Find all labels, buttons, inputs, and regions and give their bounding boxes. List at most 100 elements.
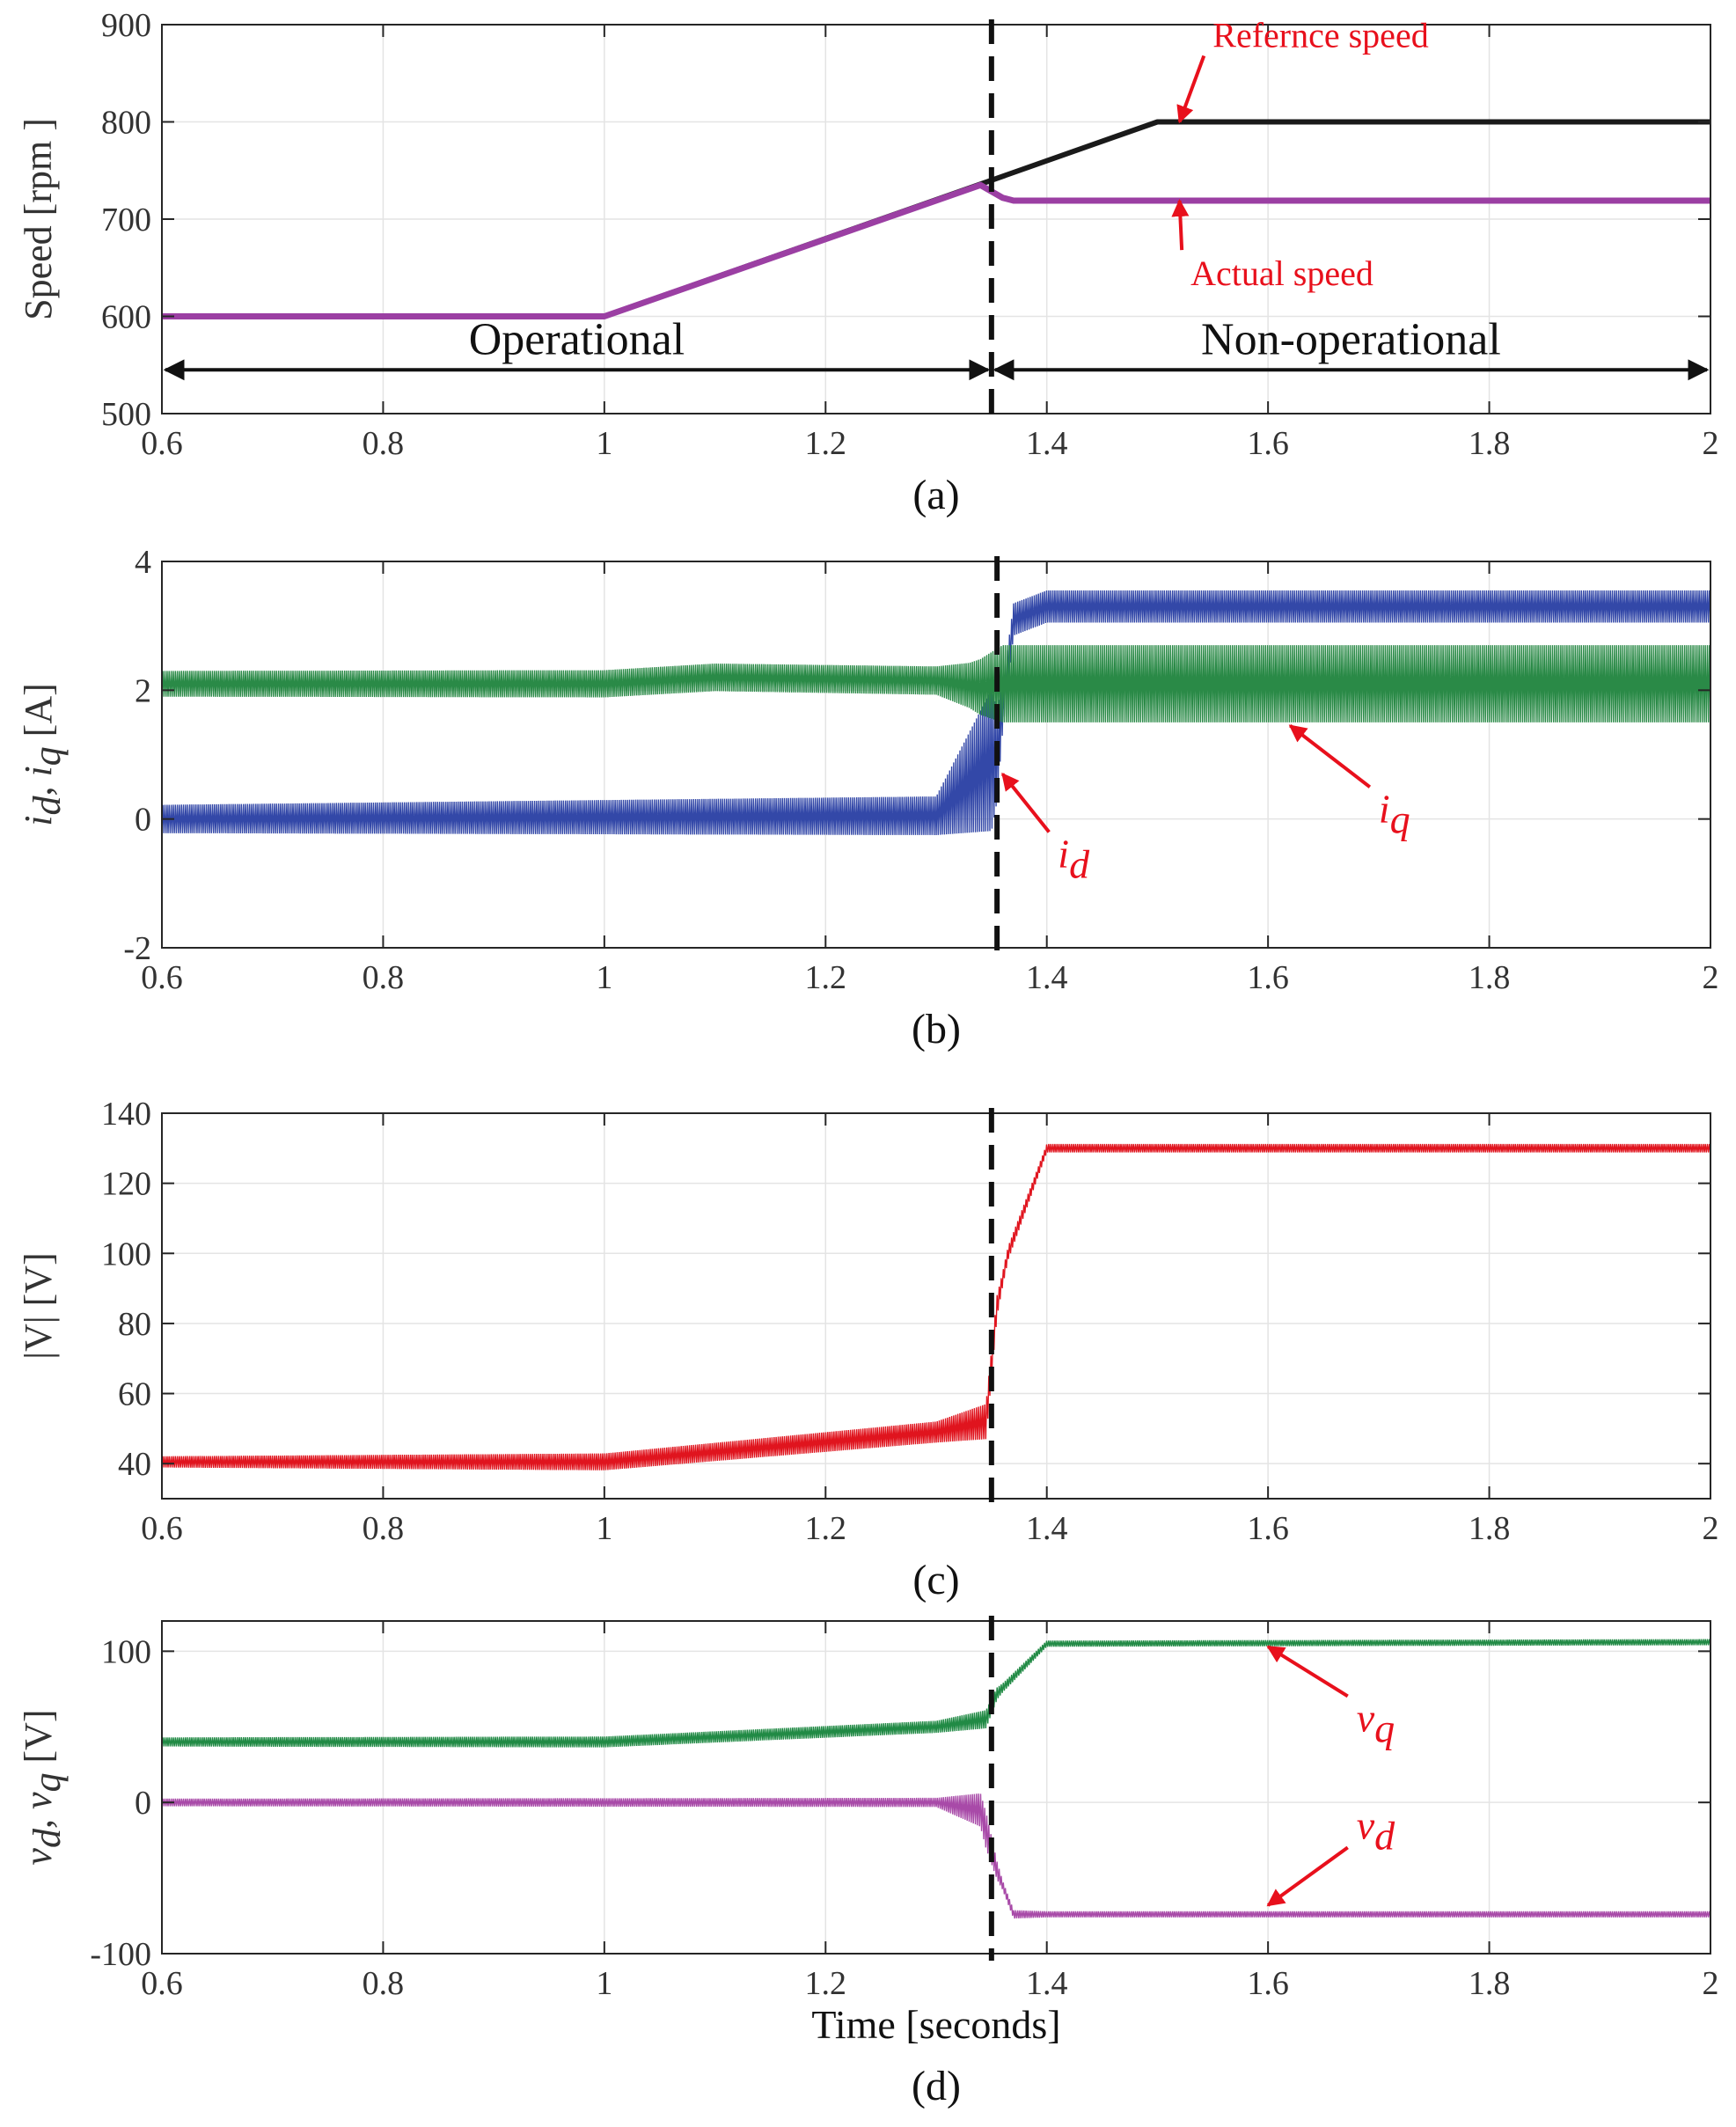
annotation-sub: d: [1374, 1813, 1395, 1858]
y-label-var-1: v: [17, 1848, 60, 1866]
y-tick-label: 80: [118, 1306, 151, 1343]
annotation-label-1: Actual speed: [1190, 253, 1373, 293]
x-tick-label: 2: [1703, 1965, 1719, 2002]
annotation-label-0: id: [1058, 832, 1090, 887]
y-label-var-2: i: [17, 766, 60, 776]
annotation-var: v: [1357, 1802, 1375, 1847]
annotation-var: v: [1357, 1695, 1375, 1740]
series-v-d-line: [161, 1793, 1711, 1919]
x-tick-label: 1.4: [1026, 1510, 1068, 1547]
panel-caption: (c): [912, 1557, 959, 1603]
y-tick-label: 140: [101, 1096, 151, 1133]
x-tick-label: 1: [596, 425, 612, 462]
x-tick-label: 1.4: [1026, 959, 1068, 996]
series-v-q-line: [161, 1639, 1711, 1748]
x-tick-label: 0.8: [363, 959, 405, 996]
x-tick-label: 0.6: [141, 1965, 183, 2002]
y-label-sub-1: d: [26, 1828, 69, 1848]
series-i-q-line: [161, 645, 1711, 722]
y-tick-label: 4: [135, 544, 151, 581]
x-tick-label: 1.6: [1247, 425, 1289, 462]
y-tick-label: 500: [101, 396, 151, 433]
y-tick-label: 0: [135, 802, 151, 839]
x-axis-label: Time [seconds]: [811, 2002, 1060, 2047]
x-tick-label: 0.8: [363, 1510, 405, 1547]
annotation-sub: q: [1374, 1705, 1395, 1750]
x-tick-label: 2: [1703, 1510, 1719, 1547]
x-tick-label: 1.2: [805, 1965, 847, 2002]
panel-a: 0.6 0.8 1 1.2 1.4 1.6 1.8 2 500 600 700 800 900 Speed…: [17, 7, 1719, 518]
y-label-var-2: v: [17, 1792, 60, 1809]
x-tick-label: 1.6: [1247, 959, 1289, 996]
x-tick-label: 1.2: [805, 959, 847, 996]
region-label-0: Operational: [469, 314, 685, 364]
y-tick-label: 100: [101, 1633, 151, 1670]
annotation-arrow-1: [1288, 723, 1372, 788]
x-tick-label: 0.6: [141, 959, 183, 996]
x-tick-label: 0.8: [363, 425, 405, 462]
x-tick-label: 1.8: [1469, 1510, 1511, 1547]
y-tick-label: 120: [101, 1166, 151, 1203]
panel-c: 0.6 0.8 1 1.2 1.4 1.6 1.8 2 40 60 80 100 120 140 |V| […: [17, 1096, 1719, 1603]
y-tick-label: 0: [135, 1785, 151, 1822]
x-tick-label: 2: [1703, 959, 1719, 996]
series-actual-speed-line: [162, 181, 1710, 319]
y-tick-label: 60: [118, 1376, 151, 1413]
axes-box: [161, 561, 1711, 949]
annotation-label-1: vd: [1357, 1802, 1395, 1858]
region-label-1: Non-operational: [1201, 314, 1501, 364]
y-tick-label: -100: [90, 1936, 151, 1973]
annotation-sub: d: [1069, 842, 1090, 887]
x-tick-label: 1: [596, 1965, 612, 2002]
annotation-sub: q: [1390, 796, 1410, 841]
panel-caption: (a): [912, 472, 959, 518]
y-label-separator: ,: [17, 777, 60, 796]
annotation-label-0: vq: [1357, 1695, 1395, 1750]
x-tick-label: 1.8: [1469, 959, 1511, 996]
x-tick-label: 1.6: [1247, 1510, 1289, 1547]
panels: 0.6 0.8 1 1.2 1.4 1.6 1.8 2500600700800900Speed…: [17, 7, 1719, 2109]
annotation-arrow-1: [1171, 199, 1190, 251]
annotation-label-1: iq: [1379, 786, 1410, 841]
y-tick-label: 700: [101, 202, 151, 238]
y-label-sub-2: q: [26, 1773, 69, 1793]
annotation-label-0: Refernce speed: [1212, 15, 1428, 55]
annotation-var: i: [1379, 786, 1390, 831]
x-tick-label: 1.8: [1469, 1965, 1511, 2002]
y-tick-label: 800: [101, 105, 151, 142]
panel-caption: (b): [912, 1006, 961, 1052]
axes-box: [161, 1112, 1711, 1500]
x-tick-label: 0.6: [141, 1510, 183, 1547]
x-tick-label: 1: [596, 1510, 612, 1547]
y-axis-label: |V| [V]: [17, 1252, 60, 1359]
x-tick-label: 1: [596, 959, 612, 996]
y-axis-label: vd, vq [V]: [17, 1709, 69, 1865]
y-tick-label: -2: [123, 930, 151, 967]
panel-caption: (d): [912, 2063, 961, 2109]
series-v-line: [161, 1143, 1711, 1471]
annotation-arrow-1: [1266, 1845, 1349, 1907]
y-label-sub-1: d: [26, 796, 69, 816]
y-label-unit: [V]: [17, 1709, 60, 1772]
annotation-arrow-0: [1000, 772, 1051, 833]
y-label-unit: [A]: [17, 683, 60, 746]
y-label-separator: ,: [17, 1809, 60, 1829]
y-tick-label: 40: [118, 1446, 151, 1483]
y-axis-label: Speed [rpm ]: [17, 118, 60, 320]
y-tick-label: 900: [101, 7, 151, 44]
x-tick-label: 1.4: [1026, 1965, 1068, 2002]
y-tick-label: 600: [101, 299, 151, 336]
y-tick-label: 100: [101, 1236, 151, 1273]
annotation-var: i: [1058, 832, 1069, 876]
x-tick-label: 0.8: [363, 1965, 405, 2002]
annotation-arrow-0: [1176, 55, 1206, 124]
x-tick-label: 0.6: [141, 425, 183, 462]
y-label-var-1: i: [17, 816, 60, 826]
y-axis-label: id, iq [A]: [17, 683, 69, 826]
x-tick-label: 1.6: [1247, 1965, 1289, 2002]
y-tick-label: 2: [135, 672, 151, 709]
x-tick-label: 1.8: [1469, 425, 1511, 462]
